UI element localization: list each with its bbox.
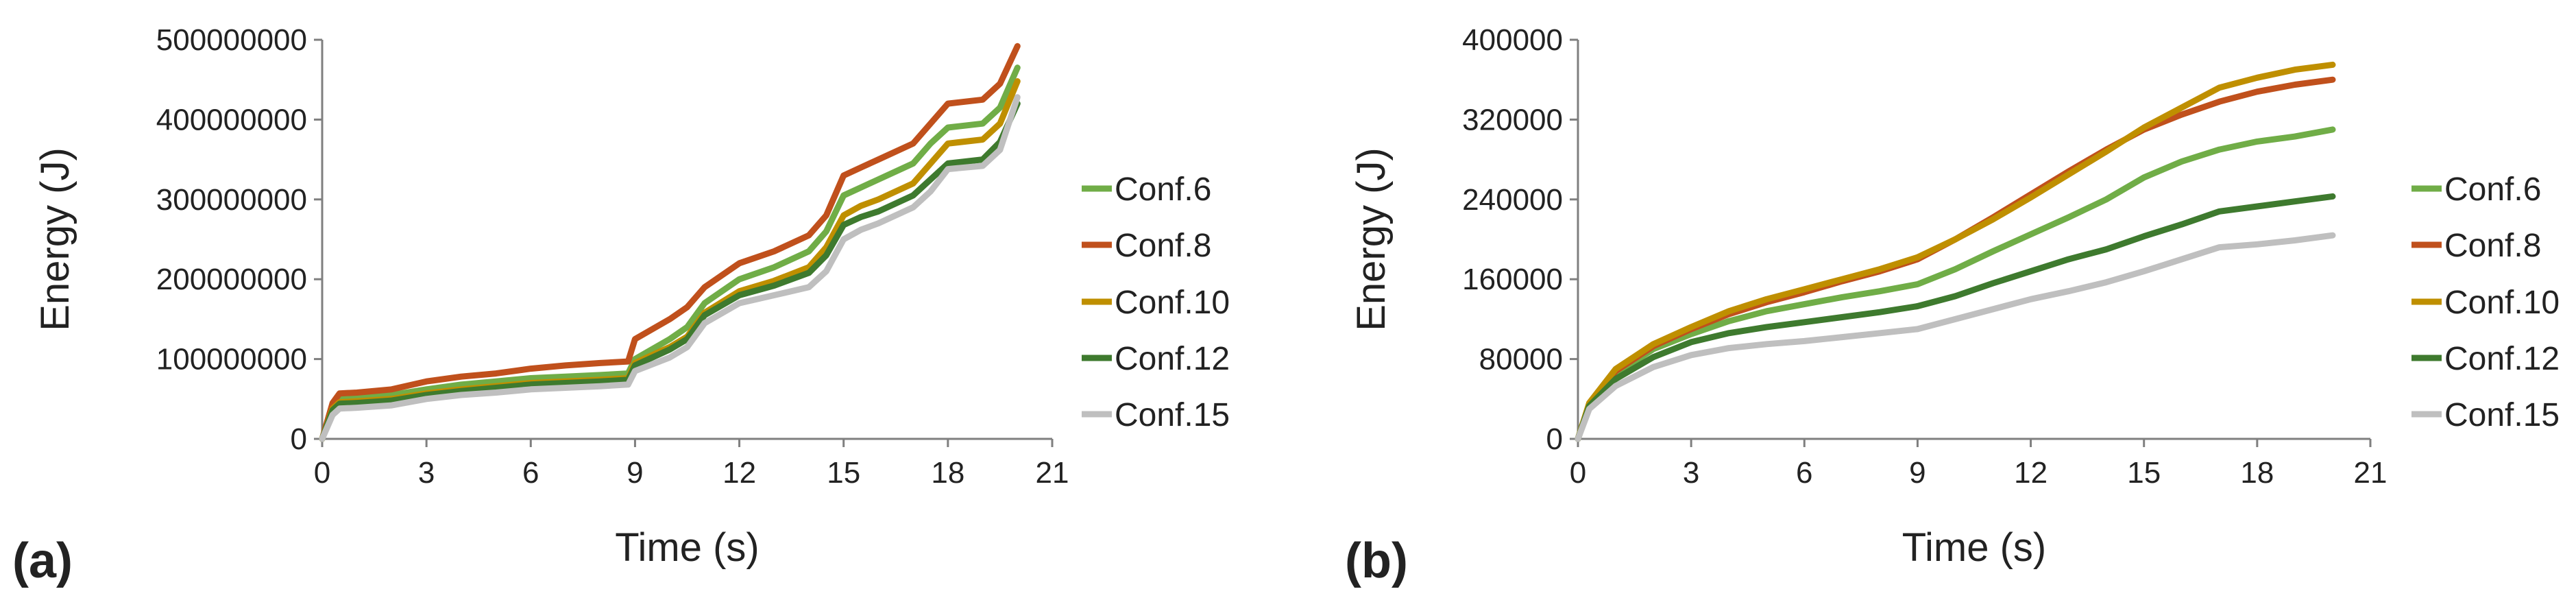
legend-label: Conf.15 bbox=[2444, 397, 2560, 433]
x-axis-title: Time (s) bbox=[615, 525, 759, 570]
series-line-conf-12 bbox=[319, 100, 1021, 442]
y-axis-title: Energy (J) bbox=[33, 147, 77, 331]
x-tick-label: 21 bbox=[1036, 456, 1069, 490]
y-tick-label: 100000000 bbox=[156, 343, 307, 376]
y-tick-label: 0 bbox=[1546, 422, 1563, 456]
y-tick-label: 200000000 bbox=[156, 263, 307, 296]
y-tick-label: 500000000 bbox=[156, 23, 307, 57]
x-tick-label: 15 bbox=[827, 456, 860, 490]
y-tick-label: 240000 bbox=[1462, 183, 1563, 217]
x-tick-label: 3 bbox=[1683, 456, 1699, 490]
series-line-conf-6 bbox=[1575, 126, 2336, 442]
legend-label: Conf.6 bbox=[1115, 171, 1211, 208]
series-line-conf-15 bbox=[319, 94, 1021, 442]
chart-panel-b: 0 80000 160000 240000 320000 400000 0 3 6 9 12 15 18… bbox=[1345, 23, 2560, 588]
x-tick-label: 18 bbox=[931, 456, 964, 490]
y-tick-label: 320000 bbox=[1462, 103, 1563, 136]
x-tick-label: 0 bbox=[314, 456, 330, 490]
x-tick-label: 12 bbox=[722, 456, 756, 490]
x-tick-label: 9 bbox=[627, 456, 643, 490]
x-tick-label: 6 bbox=[1796, 456, 1812, 490]
legend-label: Conf.8 bbox=[2444, 228, 2541, 264]
y-axis-title: Energy (J) bbox=[1349, 147, 1394, 331]
series-line-conf-8 bbox=[1575, 76, 2336, 442]
x-tick-label: 18 bbox=[2240, 456, 2274, 490]
panel-label: (b) bbox=[1345, 534, 1408, 588]
x-tick-label: 3 bbox=[418, 456, 435, 490]
legend-label: Conf.10 bbox=[1115, 285, 1230, 321]
series-line-conf-6 bbox=[319, 64, 1021, 442]
series-line-conf-10 bbox=[319, 78, 1021, 442]
x-tick-label: 6 bbox=[522, 456, 539, 490]
y-tick-label: 300000000 bbox=[156, 183, 307, 217]
panel-label: (a) bbox=[12, 534, 73, 588]
x-tick-label: 9 bbox=[1909, 456, 1925, 490]
legend-label: Conf.12 bbox=[2444, 341, 2560, 377]
x-axis-title: Time (s) bbox=[1902, 525, 2046, 570]
x-tick-label: 15 bbox=[2127, 456, 2161, 490]
x-tick-label: 21 bbox=[2354, 456, 2387, 490]
legend-label: Conf.10 bbox=[2444, 285, 2560, 321]
y-tick-label: 400000000 bbox=[156, 103, 307, 136]
x-tick-label: 12 bbox=[2014, 456, 2048, 490]
legend-label: Conf.12 bbox=[1115, 341, 1230, 377]
legend-label: Conf.8 bbox=[1115, 228, 1211, 264]
x-tick-label: 0 bbox=[1570, 456, 1586, 490]
chart-panel-a: 0 100000000 200000000 300000000 400000000 500… bbox=[12, 23, 1230, 588]
y-tick-label: 400000 bbox=[1462, 23, 1563, 57]
series-line-conf-12 bbox=[1575, 193, 2336, 442]
series-line-conf-15 bbox=[1575, 232, 2336, 442]
series-line-conf-10 bbox=[1575, 61, 2336, 442]
y-tick-label: 80000 bbox=[1479, 343, 1563, 376]
series-line-conf-8 bbox=[319, 43, 1021, 442]
legend-label: Conf.6 bbox=[2444, 171, 2541, 208]
y-tick-label: 0 bbox=[291, 422, 307, 456]
y-tick-label: 160000 bbox=[1462, 263, 1563, 296]
legend-label: Conf.15 bbox=[1115, 397, 1230, 433]
